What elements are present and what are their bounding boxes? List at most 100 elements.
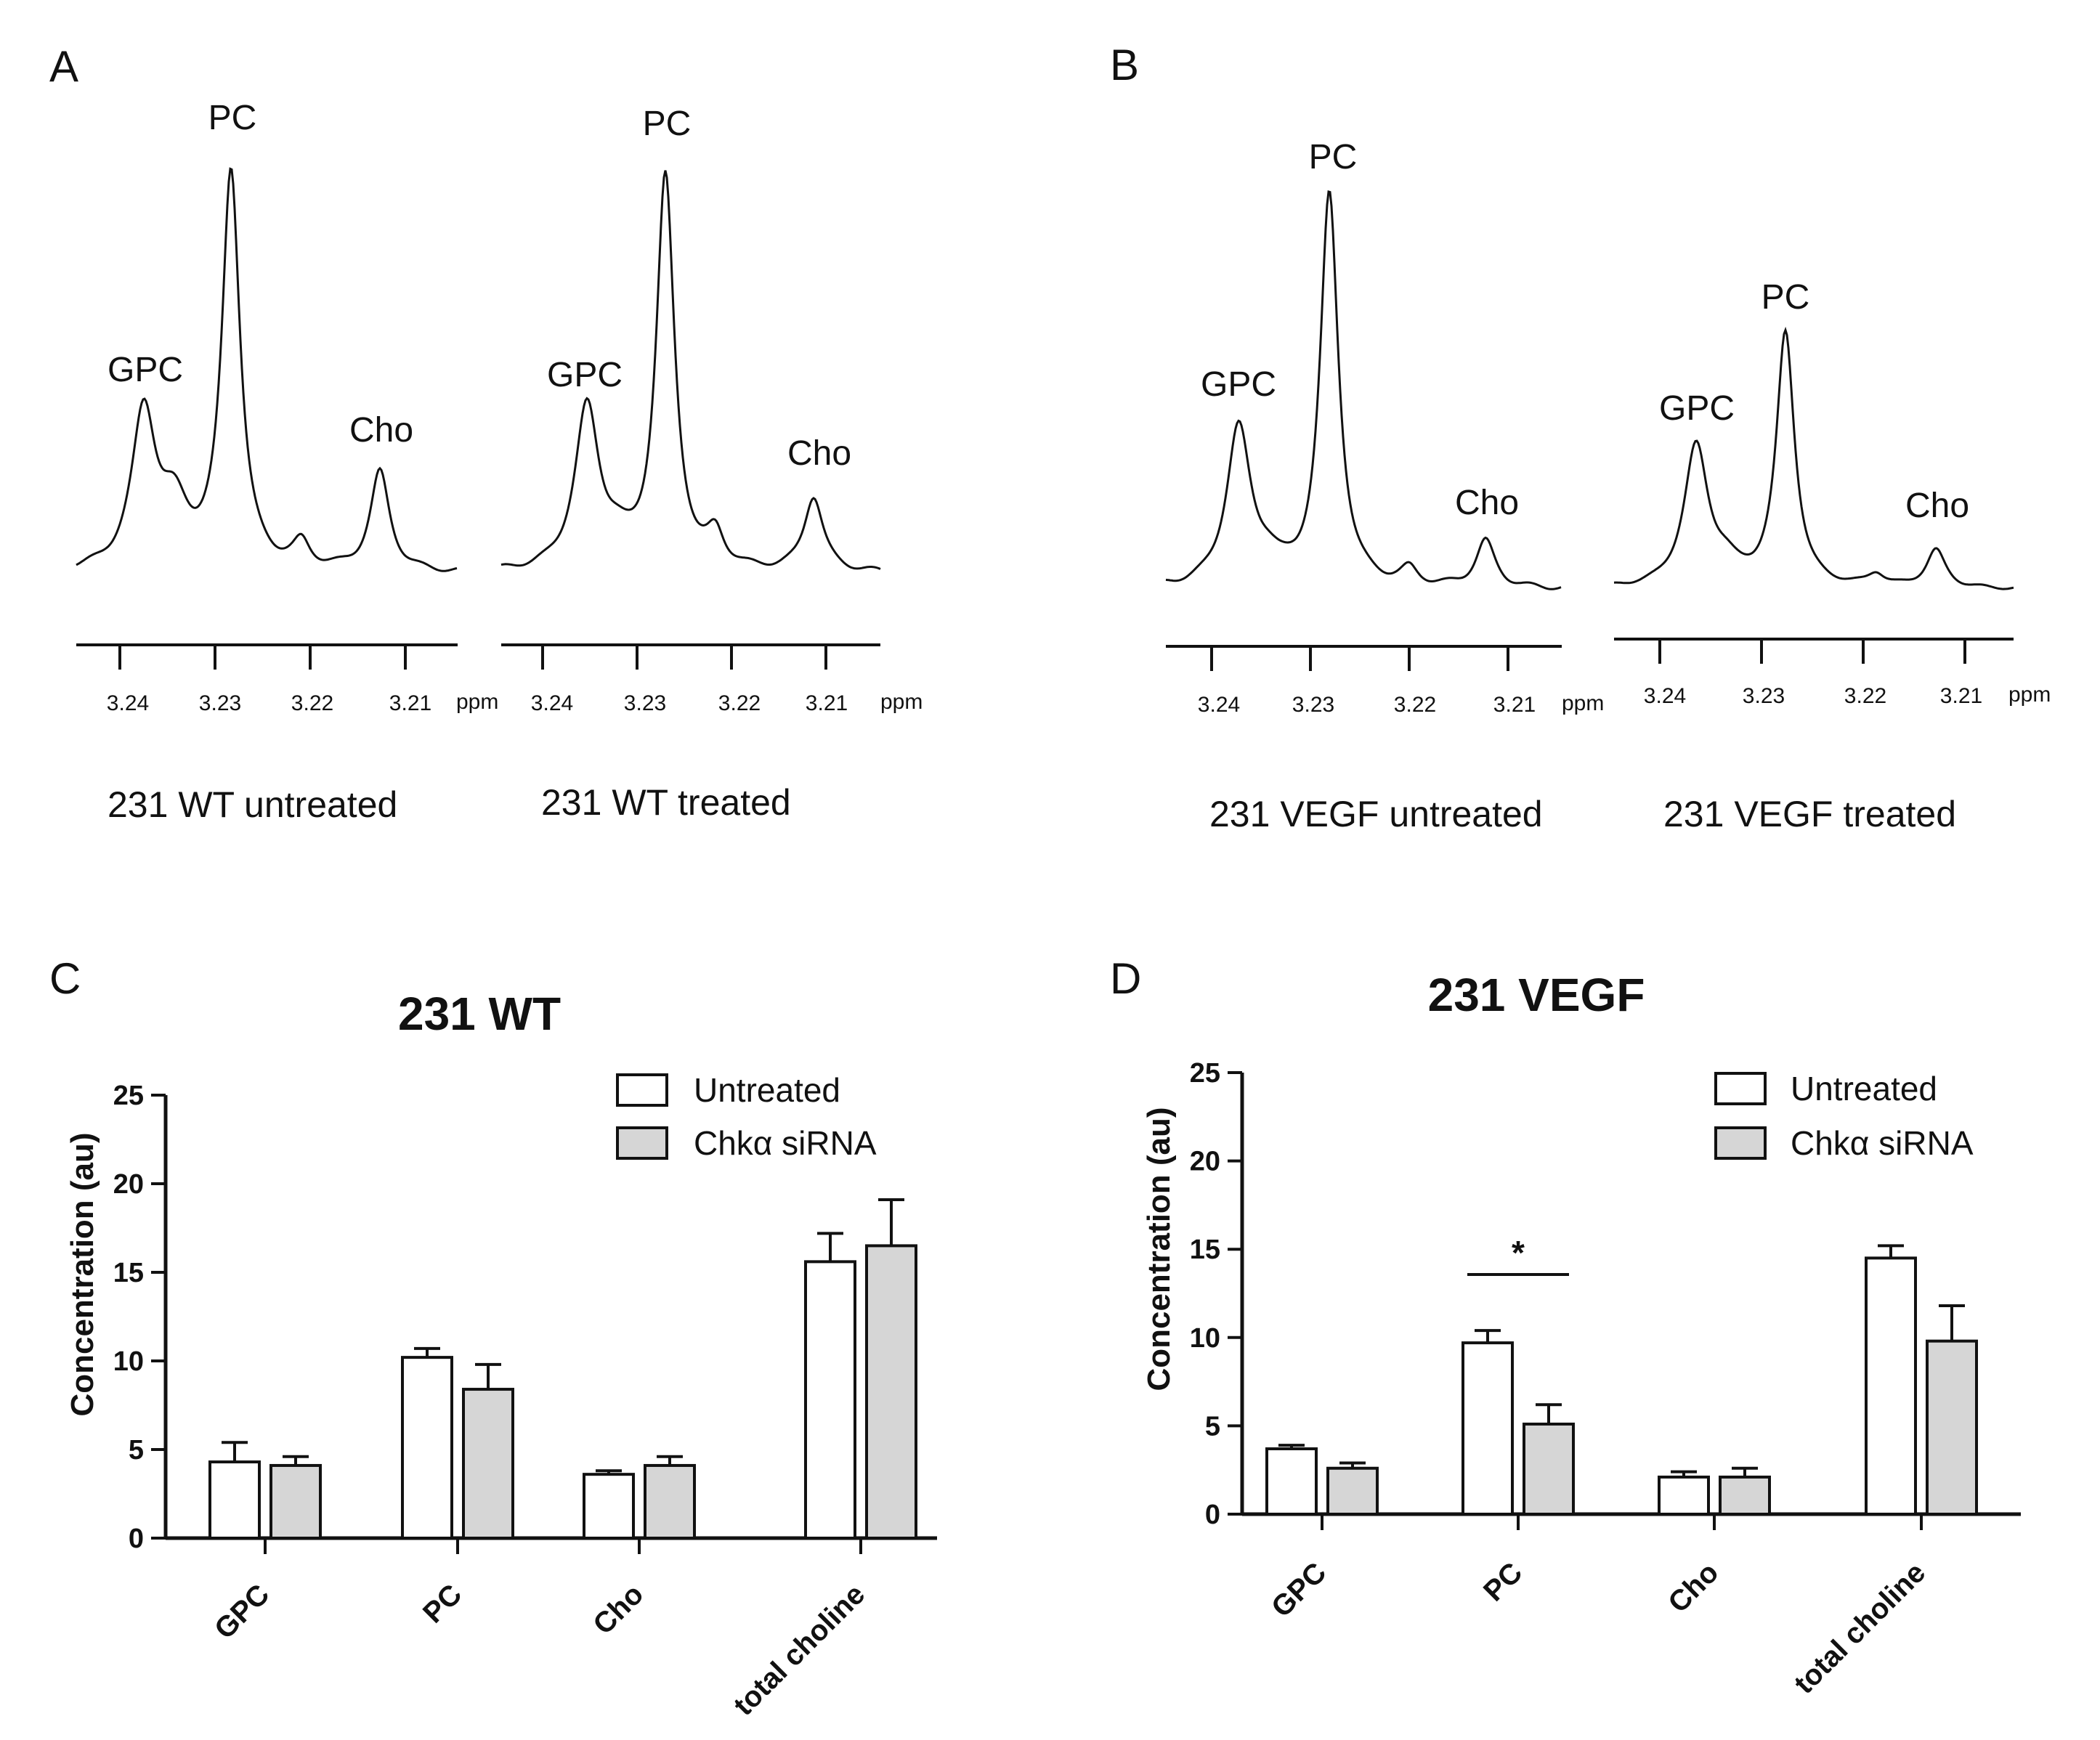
spectrum-curve <box>1613 326 2014 590</box>
ppm-tick-label: 3.23 <box>624 691 666 715</box>
panel-letter-b: B <box>1110 41 1139 89</box>
y-tick-label: 10 <box>1190 1323 1220 1354</box>
y-tick-label: 25 <box>113 1081 144 1111</box>
bar-group <box>208 1198 917 1540</box>
category-label: GPC <box>1265 1556 1332 1623</box>
bar-gpc-chka-sirna <box>269 1463 322 1540</box>
bar-cho-chka-sirna <box>1719 1475 1771 1516</box>
category-label: total choline <box>1788 1556 1932 1700</box>
ppm-tick-label: 3.21 <box>389 691 431 715</box>
y-tick-label: 0 <box>129 1524 144 1554</box>
y-tick-label: 15 <box>113 1258 144 1288</box>
peak-label-cho: Cho <box>1905 487 1969 525</box>
peak-label-gpc: GPC <box>108 351 183 389</box>
peak-label-gpc: GPC <box>1659 389 1735 428</box>
ppm-tick-label: 3.22 <box>1394 693 1436 717</box>
bar-pc-untreated <box>401 1356 453 1540</box>
spectrum-panel: 3.24 3.23 3.22 3.21 ppm GPC PC Cho 231 V… <box>1165 138 1604 834</box>
spectrum-panel: 3.24 3.23 3.22 3.21 ppm GPC PC Cho 231 W… <box>500 105 923 823</box>
category-labels: GPC PC Cho total choline <box>1265 1556 1931 1700</box>
peak-label-gpc: GPC <box>1201 365 1276 404</box>
spectrum-caption: 231 VEGF treated <box>1663 794 1956 834</box>
category-label: Cho <box>587 1578 649 1641</box>
chart-title: 231 WT <box>398 988 561 1040</box>
y-tick-label: 20 <box>1190 1147 1220 1177</box>
spectrum-panel: 3.24 3.23 3.22 3.21 ppm GPC PC Cho 231 V… <box>1613 278 2051 834</box>
bar-pc-untreated <box>1462 1341 1514 1516</box>
panel-letter-c: C <box>49 954 81 1003</box>
y-tick-label: 20 <box>113 1169 144 1200</box>
legend-swatch-untreated <box>1714 1072 1767 1105</box>
y-tick-label: 0 <box>1205 1500 1220 1530</box>
ppm-tick-label: 3.24 <box>531 691 573 715</box>
ppm-tick-label: 3.21 <box>806 691 848 715</box>
panel-letter-a: A <box>49 42 78 91</box>
peak-label-cho: Cho <box>1455 484 1519 522</box>
ppm-tick-label: 3.23 <box>1292 693 1334 717</box>
bar-group: * <box>1265 1234 1978 1516</box>
ppm-tick-label: 3.21 <box>1940 684 1982 708</box>
peak-label-pc: PC <box>1309 138 1358 176</box>
ppm-tick-label: 3.24 <box>1198 693 1240 717</box>
ppm-unit-label: ppm <box>880 690 923 714</box>
bar-cho-chka-sirna <box>644 1463 696 1540</box>
chart-title: 231 VEGF <box>1428 969 1645 1021</box>
category-label: Cho <box>1662 1556 1724 1619</box>
category-label: PC <box>417 1578 468 1629</box>
category-labels: GPC PC Cho total choline <box>208 1578 871 1722</box>
legend-swatch-chka-sirna <box>1714 1126 1767 1160</box>
panel-letter-d: D <box>1110 954 1141 1003</box>
y-tick-label: 10 <box>113 1346 144 1377</box>
legend-label: Chkα siRNA <box>1791 1124 1974 1162</box>
bar-cho-untreated <box>583 1473 635 1540</box>
spectrum-panel: 3.24 3.23 3.22 3.21 ppm GPC PC Cho 231 W… <box>76 99 498 825</box>
ppm-tick-label: 3.22 <box>291 691 333 715</box>
bar-gpc-untreated <box>208 1460 261 1540</box>
legend: Untreated Chkα siRNA <box>616 1071 877 1162</box>
ppm-unit-label: ppm <box>1562 691 1604 715</box>
bar-gpc-chka-sirna <box>1326 1466 1379 1516</box>
ppm-unit-label: ppm <box>2008 683 2051 707</box>
legend-swatch-untreated <box>616 1073 668 1107</box>
bar-total-choline-untreated <box>1865 1256 1917 1516</box>
ppm-tick-label: 3.23 <box>199 691 241 715</box>
legend-label: Untreated <box>1791 1070 1937 1107</box>
bar-pc-chka-sirna <box>1523 1422 1575 1516</box>
legend-swatch-chka-sirna <box>616 1126 668 1160</box>
ppm-tick-label: 3.22 <box>1844 684 1886 708</box>
y-tick-label: 15 <box>1190 1235 1220 1265</box>
y-axis-label: Concentration (au) <box>65 1132 100 1416</box>
category-label: PC <box>1477 1556 1528 1607</box>
spectrum-caption: 231 WT treated <box>541 782 791 823</box>
peak-label-pc: PC <box>208 99 257 137</box>
ppm-tick-label: 3.22 <box>718 691 761 715</box>
spectrum-curve <box>76 167 458 572</box>
significance-marker: * <box>1512 1234 1525 1272</box>
peak-label-gpc: GPC <box>547 356 623 394</box>
category-label: total choline <box>728 1578 872 1722</box>
peak-label-cho: Cho <box>787 434 851 473</box>
ppm-tick-label: 3.21 <box>1493 693 1536 717</box>
legend-label: Chkα siRNA <box>694 1124 877 1162</box>
bar-pc-chka-sirna <box>462 1388 514 1540</box>
peak-label-cho: Cho <box>349 411 413 450</box>
bar-chart-231-wt: 231 WT Concentration (au) 0 5 10 15 20 25 GPC… <box>65 988 937 1722</box>
peak-label-pc: PC <box>1762 278 1810 317</box>
bar-chart-231-vegf: 231 VEGF Concentration (au) 0 5 10 15 20 25 *… <box>1141 969 2021 1700</box>
bar-cho-untreated <box>1658 1475 1710 1516</box>
ppm-tick-label: 3.24 <box>107 691 149 715</box>
bar-total-choline-chka-sirna <box>865 1244 917 1540</box>
spectrum-curve <box>1165 190 1562 590</box>
ppm-tick-label: 3.23 <box>1743 684 1785 708</box>
bar-gpc-untreated <box>1265 1447 1318 1516</box>
spectrum-caption: 231 WT untreated <box>108 784 397 825</box>
spectrum-caption: 231 VEGF untreated <box>1209 794 1543 834</box>
legend-label: Untreated <box>694 1071 840 1109</box>
bar-total-choline-untreated <box>804 1260 856 1540</box>
peak-label-pc: PC <box>643 105 692 143</box>
y-tick-label: 25 <box>1190 1058 1220 1089</box>
y-axis-label: Concentration (au) <box>1141 1107 1177 1391</box>
y-tick-label: 5 <box>1205 1411 1220 1442</box>
category-label: GPC <box>208 1578 275 1645</box>
legend: Untreated Chkα siRNA <box>1714 1070 1974 1162</box>
